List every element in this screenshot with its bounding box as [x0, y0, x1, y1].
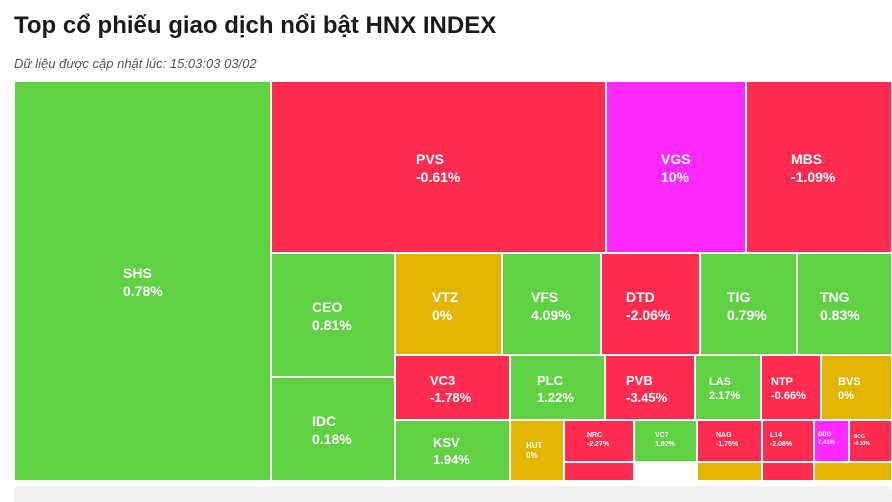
tile-l14[interactable]: L14 -2.08%: [762, 420, 814, 462]
tile-label: BVS 0%: [838, 376, 861, 403]
tile-vc3[interactable]: VC3 -1.78%: [395, 355, 510, 420]
tile-label: VFS 4.09%: [531, 289, 571, 324]
tile-label: PVS -0.61%: [416, 151, 461, 186]
tile-tng[interactable]: TNG 0.83%: [797, 253, 892, 355]
footer-bar: [14, 486, 892, 502]
tile-pvs[interactable]: PVS -0.61%: [271, 81, 606, 253]
tile-label: VC7 1.02%: [655, 432, 675, 449]
tile-label: HUT 0%: [526, 441, 543, 461]
tile-small-3[interactable]: [762, 462, 814, 481]
tile-label: VTZ 0%: [432, 289, 459, 324]
tile-label: IDC 0.18%: [312, 413, 352, 448]
tile-label: NTP -0.66%: [771, 376, 806, 403]
update-timestamp: Dữ liệu được cập nhật lúc: 15:03:03 03/0…: [14, 56, 257, 71]
tile-label: VGS 10%: [661, 151, 691, 186]
tile-las[interactable]: LAS 2.17%: [695, 355, 761, 420]
tile-label: KSV 1.94%: [433, 435, 470, 467]
tile-vc7[interactable]: VC7 1.02%: [634, 420, 697, 462]
tile-label: DTD -2.06%: [626, 289, 671, 324]
tile-idc[interactable]: IDC 0.18%: [271, 377, 395, 481]
tile-ksv[interactable]: KSV 1.94%: [395, 420, 510, 481]
tile-scg[interactable]: SCG -0.33%: [849, 420, 892, 462]
tile-dtd[interactable]: DTD -2.06%: [601, 253, 700, 355]
tile-tig[interactable]: TIG 0.79%: [700, 253, 797, 355]
tile-label: DDG 7.41%: [818, 432, 836, 446]
tile-label: SCG -0.33%: [854, 434, 870, 447]
tile-pvb[interactable]: PVB -3.45%: [605, 355, 695, 420]
tile-label: PVB -3.45%: [626, 373, 668, 405]
tile-small-4[interactable]: [814, 462, 892, 481]
tile-plc[interactable]: PLC 1.22%: [510, 355, 605, 420]
tile-vgs[interactable]: VGS 10%: [606, 81, 746, 253]
tile-small-1[interactable]: [564, 462, 634, 481]
tile-mbs[interactable]: MBS -1.09%: [746, 81, 892, 253]
tile-label: TNG 0.83%: [820, 289, 860, 324]
tile-hut[interactable]: HUT 0%: [510, 420, 564, 481]
tile-ceo[interactable]: CEO 0.81%: [271, 253, 395, 377]
tile-label: PLC 1.22%: [537, 373, 574, 405]
tile-ddg[interactable]: DDG 7.41%: [814, 420, 849, 462]
tile-label: LAS 2.17%: [709, 376, 741, 403]
tile-label: L14 -2.08%: [770, 432, 793, 449]
tile-label: TIG 0.79%: [727, 289, 767, 324]
tile-label: VC3 -1.78%: [430, 373, 472, 405]
stock-treemap: SHS 0.78% PVS -0.61% VGS 10% MBS -1.09% CEO 0…: [14, 81, 892, 481]
tile-nrc[interactable]: NRC -2.27%: [564, 420, 634, 462]
tile-label: NAG -1.75%: [716, 432, 739, 449]
tile-nag[interactable]: NAG -1.75%: [697, 420, 762, 462]
tile-bvs[interactable]: BVS 0%: [821, 355, 892, 420]
tile-shs[interactable]: SHS 0.78%: [14, 81, 271, 481]
tile-label: MBS -1.09%: [791, 151, 836, 186]
tile-label: SHS 0.78%: [123, 265, 163, 300]
tile-label: CEO 0.81%: [312, 299, 352, 334]
tile-ntp[interactable]: NTP -0.66%: [761, 355, 821, 420]
tile-vfs[interactable]: VFS 4.09%: [502, 253, 601, 355]
tile-small-2[interactable]: [697, 462, 762, 481]
page-title: Top cổ phiếu giao dịch nổi bật HNX INDEX: [14, 12, 497, 39]
tile-vtz[interactable]: VTZ 0%: [395, 253, 502, 355]
tile-label: NRC -2.27%: [587, 432, 610, 449]
